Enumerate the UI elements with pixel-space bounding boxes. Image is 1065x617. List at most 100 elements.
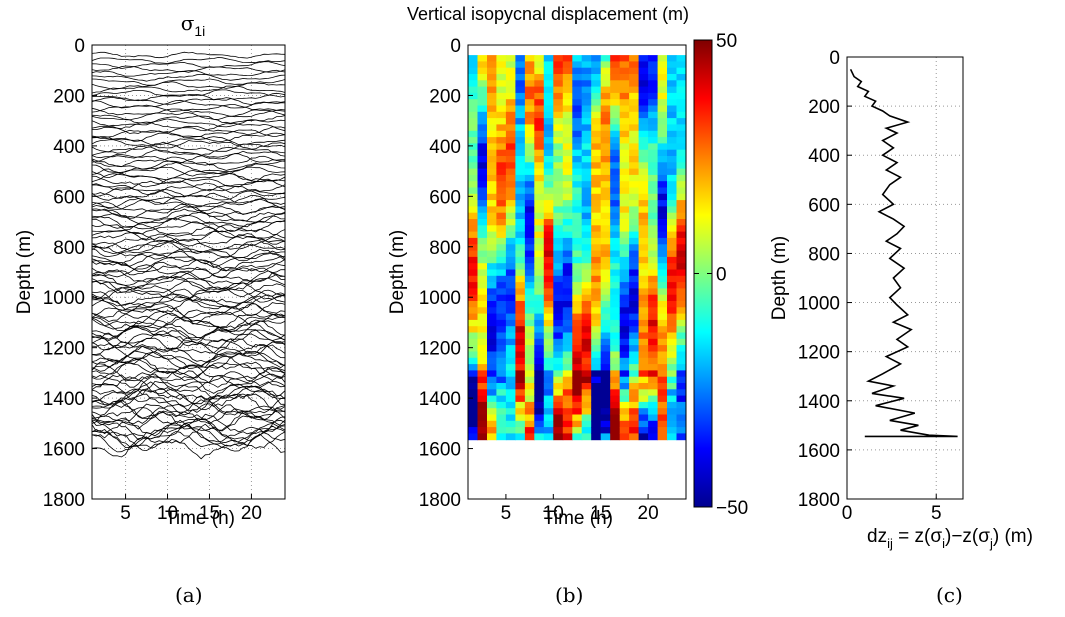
heatmap-cell	[515, 395, 526, 403]
isopycnal-line	[92, 153, 285, 164]
heatmap-cell	[648, 383, 659, 390]
heatmap-cell	[638, 420, 649, 428]
heatmap-cell	[619, 231, 630, 239]
heatmap-cell	[619, 74, 630, 81]
isopycnal-line	[92, 166, 285, 179]
heatmap-cell	[515, 181, 526, 188]
heatmap-cell	[487, 118, 497, 125]
heatmap-cell	[524, 130, 535, 138]
heatmap-cell	[581, 149, 592, 157]
heatmap-cell	[648, 401, 659, 409]
isopycnal-line	[92, 107, 285, 117]
heatmap-cell	[667, 401, 677, 409]
y-tick-label: 600	[808, 195, 840, 216]
heatmap-cell	[581, 231, 592, 239]
heatmap-cell	[562, 420, 573, 428]
x-tick-label: 20	[241, 503, 262, 524]
heatmap-cell	[515, 212, 526, 220]
heatmap-cell	[667, 256, 677, 264]
heatmap-cell	[619, 345, 630, 352]
heatmap-cell	[543, 149, 554, 157]
heatmap-cell	[638, 256, 649, 264]
heatmap-cell	[676, 307, 686, 315]
heatmap-cell	[600, 370, 611, 378]
heatmap-cell	[619, 256, 630, 264]
isopycnal-line	[92, 340, 285, 359]
heatmap-cell	[581, 256, 592, 264]
heatmap-cell	[524, 401, 535, 409]
heatmap-cell	[468, 225, 478, 233]
heatmap-cell	[496, 420, 507, 428]
heatmap-cell	[600, 143, 611, 151]
heatmap-cell	[657, 74, 668, 81]
heatmap-cell	[534, 162, 545, 170]
heatmap-cell	[487, 99, 497, 106]
heatmap-cell	[487, 105, 497, 113]
heatmap-cell	[629, 143, 640, 151]
heatmap-cell	[543, 118, 554, 125]
isopycnal-line	[92, 329, 285, 348]
heatmap-cell	[610, 124, 621, 132]
heatmap-cell	[543, 395, 554, 403]
heatmap-cell	[600, 364, 611, 371]
heatmap-cell	[543, 212, 554, 220]
heatmap-cell	[468, 420, 478, 428]
heatmap-cell	[468, 130, 478, 138]
heatmap-cell	[553, 168, 564, 176]
heatmap-cell	[638, 370, 649, 378]
heatmap-cell	[619, 389, 630, 397]
heatmap-cell	[505, 307, 516, 315]
heatmap-cell	[619, 137, 630, 144]
heatmap-cell	[581, 301, 592, 308]
heatmap-cell	[477, 401, 488, 409]
heatmap-cell	[524, 319, 535, 327]
heatmap-cell	[543, 174, 554, 182]
heatmap-cell	[600, 345, 611, 352]
heatmap-cell	[610, 137, 621, 144]
heatmap-cell	[600, 408, 611, 415]
heatmap-cell	[505, 345, 516, 352]
heatmap-cell	[591, 408, 602, 415]
heatmap-cell	[629, 338, 640, 346]
heatmap-cell	[657, 187, 668, 195]
heatmap-cell	[629, 80, 640, 88]
heatmap-cell	[553, 225, 564, 233]
heatmap-cell	[600, 92, 611, 100]
heatmap-cell	[534, 433, 545, 441]
heatmap-cell	[515, 364, 526, 371]
heatmap-cell	[638, 200, 649, 207]
heatmap-cell	[496, 288, 507, 296]
heatmap-cell	[543, 313, 554, 321]
heatmap-cell	[524, 269, 535, 277]
heatmap-cell	[534, 124, 545, 132]
heatmap-cell	[553, 74, 564, 81]
heatmap-cell	[591, 319, 602, 327]
heatmap-cell	[591, 288, 602, 296]
heatmap-cell	[657, 237, 668, 245]
heatmap-cell	[562, 55, 573, 62]
heatmap-cell	[667, 307, 677, 315]
heatmap-cell	[572, 80, 583, 88]
heatmap-cell	[515, 206, 526, 214]
heatmap-cell	[667, 156, 677, 163]
heatmap-cell	[477, 181, 488, 188]
heatmap-cell	[505, 301, 516, 308]
heatmap-cell	[496, 301, 507, 308]
heatmap-cell	[524, 80, 535, 88]
heatmap-cell	[619, 250, 630, 258]
heatmap-cell	[572, 319, 583, 327]
heatmap-cell	[572, 156, 583, 163]
heatmap-cell	[534, 269, 545, 277]
heatmap-cell	[496, 118, 507, 125]
heatmap-cell	[487, 111, 497, 119]
heatmap-cell	[619, 174, 630, 182]
isopycnal-line	[92, 65, 285, 73]
isopycnal-line	[92, 419, 285, 443]
heatmap-cell	[648, 206, 659, 214]
heatmap-cell	[468, 149, 478, 157]
heatmap-cell	[505, 200, 516, 207]
heatmap-cell	[657, 364, 668, 371]
heatmap-cell	[591, 61, 602, 69]
heatmap-cell	[524, 200, 535, 207]
heatmap-cell	[505, 124, 516, 132]
